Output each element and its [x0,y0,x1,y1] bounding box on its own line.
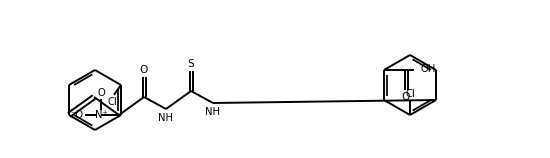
Text: OH: OH [420,64,435,74]
Text: Cl: Cl [405,89,415,99]
Text: N⁺: N⁺ [95,110,107,120]
Text: ⁻O: ⁻O [70,110,84,120]
Text: O: O [97,88,105,98]
Text: O: O [140,65,148,75]
Text: S: S [188,59,194,69]
Text: NH: NH [205,107,219,117]
Text: Cl: Cl [107,97,117,107]
Text: NH: NH [157,113,173,123]
Text: O: O [402,92,410,102]
